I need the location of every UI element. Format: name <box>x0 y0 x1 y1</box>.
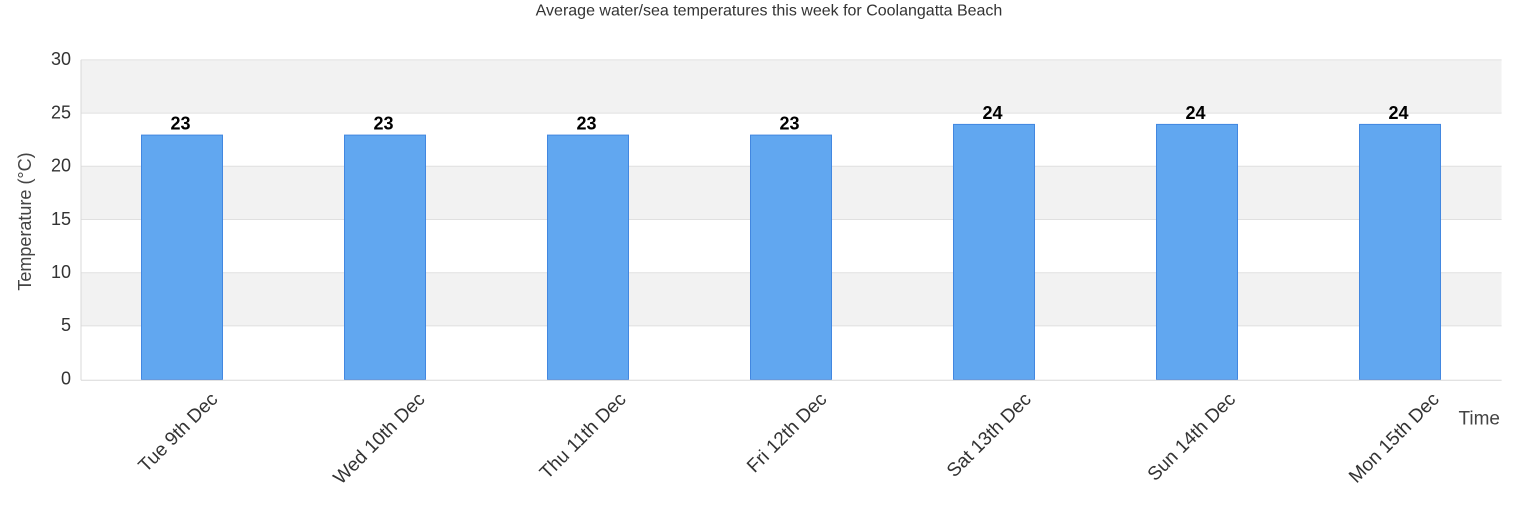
svg-text:30: 30 <box>51 49 71 69</box>
svg-text:23: 23 <box>576 114 596 134</box>
svg-text:Temperature (°C): Temperature (°C) <box>15 152 35 290</box>
svg-text:24: 24 <box>982 103 1002 123</box>
svg-text:25: 25 <box>51 102 71 122</box>
svg-text:23: 23 <box>779 114 799 134</box>
svg-text:15: 15 <box>51 209 71 229</box>
svg-text:Time: Time <box>1458 408 1500 429</box>
svg-text:23: 23 <box>170 114 190 134</box>
svg-text:24: 24 <box>1388 103 1408 123</box>
svg-text:5: 5 <box>61 315 71 335</box>
svg-text:0: 0 <box>61 369 71 389</box>
svg-text:10: 10 <box>51 262 71 282</box>
svg-text:24: 24 <box>1185 103 1205 123</box>
svg-text:23: 23 <box>373 114 393 134</box>
svg-text:Average water/sea temperatures: Average water/sea temperatures this week… <box>536 3 1003 20</box>
svg-text:20: 20 <box>51 156 71 176</box>
